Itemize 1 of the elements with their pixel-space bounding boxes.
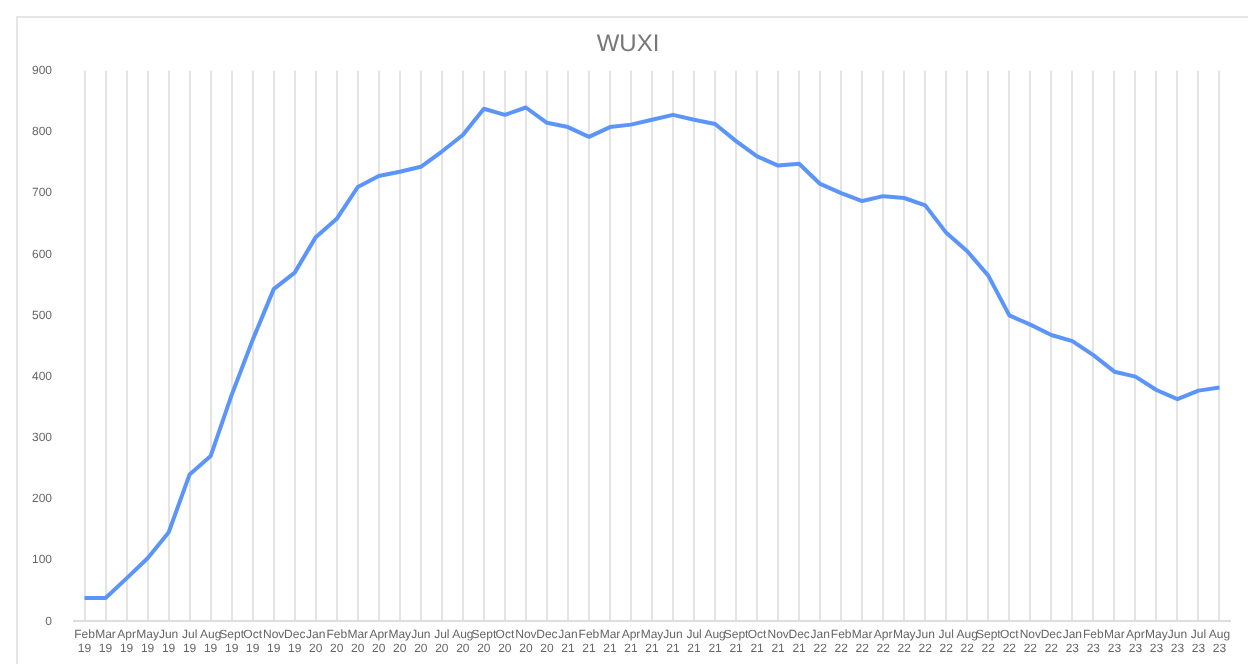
chart-title: WUXI [596, 29, 660, 58]
